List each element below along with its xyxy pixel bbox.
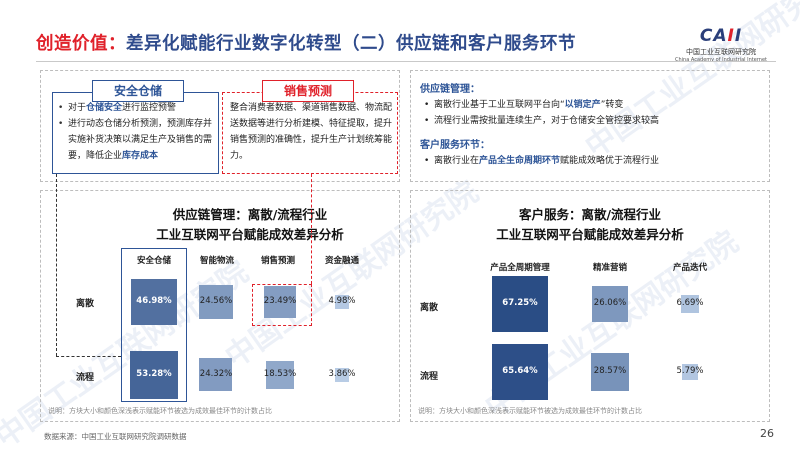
supply-chain-bullet-1: 离散行业基于工业互联网平台向“以销定产”转变	[422, 97, 762, 113]
page-title: 创造价值：差异化赋能行业数字化转型（二）供应链和客户服务环节	[36, 30, 576, 55]
left-col-header: 资金融通	[324, 256, 359, 266]
left-col-header: 销售预测	[260, 256, 295, 266]
right-col-header: 精准营销	[592, 263, 627, 273]
heatmap-cell	[265, 360, 295, 390]
right-chart-title-2: 工业互联网平台赋能成效差异分析	[496, 227, 684, 242]
logo-en-name: China Academy of Industrial Internet	[675, 57, 767, 63]
heatmap-cell	[491, 343, 549, 401]
left-chart-panel	[40, 190, 400, 422]
top-right-panel	[410, 70, 770, 182]
heatmap-value-label: 5.79%	[676, 366, 704, 376]
safe-storage-connector	[56, 356, 121, 357]
heatmap-cell	[491, 275, 549, 333]
heatmap-value-label: 24.56%	[199, 296, 233, 306]
sales-forecast-tag: 销售预测	[262, 80, 354, 102]
left-col-header: 安全仓储	[136, 256, 171, 266]
heatmap-cell	[681, 363, 699, 381]
heatmap-cell	[591, 353, 629, 391]
left-row-header: 离散	[76, 299, 95, 309]
heatmap-cell	[334, 294, 350, 310]
sales-forecast-text: 整合消费者数据、渠道销售数据、物流配送数据等进行分析建模、特征提取，提升销售预测…	[230, 103, 393, 161]
heatmap-value-label: 26.06%	[593, 298, 627, 308]
heatmap-value-label: 46.98%	[136, 296, 172, 306]
supply-chain-heading: 供应链管理：	[420, 84, 480, 95]
customer-service-list: 离散行业在产品全生命周期环节赋能成效略优于流程行业	[422, 153, 762, 169]
safe-storage-bullet-1: 对于仓储安全进行监控预警	[58, 100, 218, 116]
title-divider	[36, 61, 776, 62]
left-chart-title-1: 供应链管理：离散/流程行业	[172, 207, 328, 222]
heatmap-cell	[681, 295, 699, 313]
heatmap-value-label: 3.86%	[328, 369, 356, 379]
heatmap-value-label: 24.32%	[199, 369, 233, 379]
heatmap-value-label: 6.69%	[676, 298, 704, 308]
page-number: 26	[760, 427, 774, 440]
right-chart-note: 说明：方块大小和颜色深浅表示赋能环节被选为成效最佳环节的计数占比	[418, 407, 642, 415]
customer-service-bullet-1: 离散行业在产品全生命周期环节赋能成效略优于流程行业	[422, 153, 762, 169]
right-col-header: 产品迭代	[672, 263, 707, 273]
title-main: 差异化赋能行业数字化转型（二）供应链和客户服务环节	[126, 34, 576, 54]
heatmap-value-label: 18.53%	[263, 369, 297, 379]
right-chart-title-1: 客户服务：离散/流程行业	[518, 207, 662, 222]
supply-chain-bullet-2: 流程行业需按批量连续生产，对于仓储安全管控要求较高	[422, 113, 762, 129]
logo-mark: CAII	[699, 26, 743, 46]
right-row-header: 流程	[420, 372, 439, 382]
heatmap-cell	[199, 358, 233, 392]
right-chart-panel	[410, 190, 770, 422]
heatmap-value-label: 28.57%	[593, 366, 627, 376]
heatmap-cell	[335, 368, 349, 382]
heatmap-cell	[131, 279, 177, 325]
sales-forecast-connector	[311, 174, 312, 284]
right-row-header: 离散	[420, 303, 439, 313]
safe-storage-column-highlight	[121, 248, 187, 402]
logo-cn-name: 中国工业互联网研究院	[686, 48, 756, 56]
left-chart-title-2: 工业互联网平台赋能成效差异分析	[156, 227, 344, 242]
safe-storage-list: 对于仓储安全进行监控预警 进行动态仓储分析预测，预测库存并实施补货决策以满足生产…	[58, 100, 218, 164]
left-chart-note: 说明：方块大小和颜色深浅表示赋能环节被选为成效最佳环节的计数占比	[48, 407, 272, 415]
safe-storage-bullet-2: 进行动态仓储分析预测，预测库存并实施补货决策以满足生产及销售的需要，降低企业库存…	[58, 116, 218, 164]
left-col-header: 智能物流	[199, 256, 234, 266]
safe-storage-connector	[56, 174, 57, 356]
left-row-header: 流程	[76, 373, 95, 383]
sales-forecast-cell-highlight	[252, 284, 312, 326]
heatmap-cell	[263, 285, 297, 319]
customer-service-heading: 客户服务环节：	[420, 140, 490, 151]
safe-storage-tag: 安全仓储	[92, 80, 184, 102]
heatmap-value-label: 65.64%	[502, 366, 538, 376]
heatmap-value-label: 4.98%	[328, 296, 356, 306]
supply-chain-list: 离散行业基于工业互联网平台向“以销定产”转变 流程行业需按批量连续生产，对于仓储…	[422, 97, 762, 129]
heatmap-value-label: 23.49%	[263, 296, 297, 306]
right-col-header: 产品全周期管理	[490, 263, 550, 273]
heatmap-value-label: 67.25%	[502, 298, 538, 308]
heatmap-cell	[199, 285, 233, 319]
top-left-panel	[40, 70, 400, 182]
heatmap-cell	[592, 286, 628, 322]
heatmap-cell	[129, 350, 179, 400]
caii-logo: CAII 中国工业互联网研究院 China Academy of Industr…	[666, 26, 776, 63]
title-prefix: 创造价值：	[36, 34, 126, 54]
heatmap-value-label: 53.28%	[136, 369, 172, 379]
data-source: 数据来源：中国工业互联网研究院调研数据	[44, 432, 187, 441]
